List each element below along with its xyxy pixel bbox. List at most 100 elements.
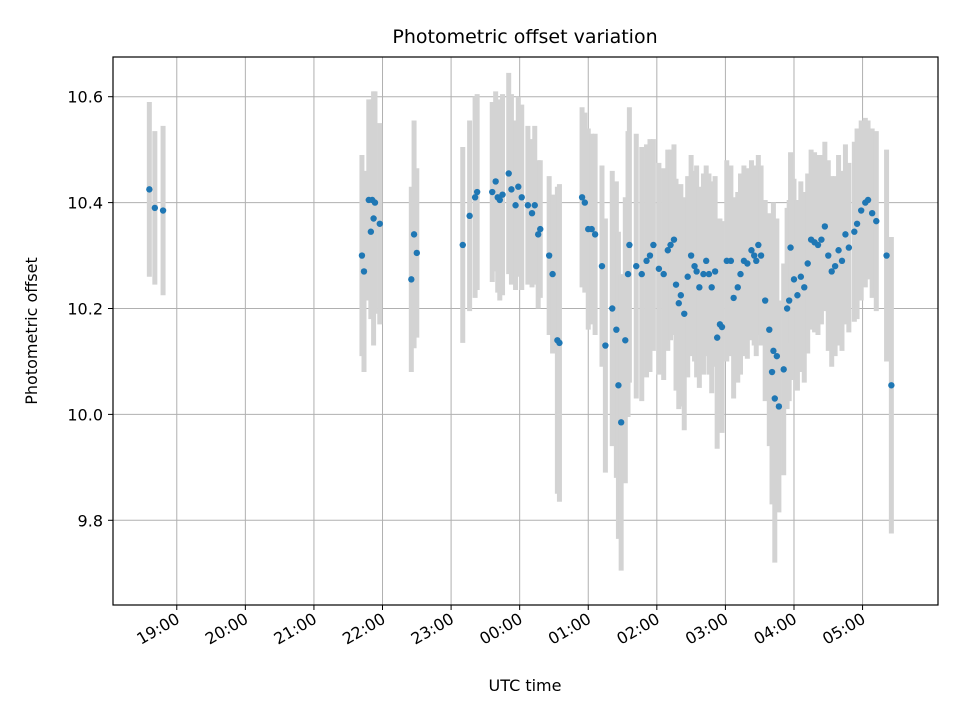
data-point (588, 225, 595, 233)
y-axis: 9.8 10.0 10.2 10.4 10.6 (67, 88, 113, 530)
data-point (818, 236, 825, 243)
data-point (838, 257, 846, 265)
data-point (609, 305, 616, 312)
data-point (556, 339, 563, 347)
data-point (650, 241, 657, 249)
data-point (775, 403, 783, 410)
data-point (459, 241, 466, 249)
data-point (515, 183, 522, 190)
plot-frame (112, 56, 939, 606)
data-point (842, 231, 849, 238)
data-point (737, 270, 744, 278)
x-axis-label: UTC time (489, 676, 562, 695)
data-point (734, 284, 741, 291)
y-tick-label: 10.4 (67, 194, 103, 213)
data-point (696, 284, 703, 291)
data-point (888, 382, 895, 389)
data-point (751, 252, 758, 259)
data-point (591, 231, 599, 238)
data-point (677, 292, 685, 299)
data-point (613, 326, 620, 333)
data-point (711, 268, 719, 275)
y-tick-label: 9.8 (78, 511, 103, 530)
data-point (691, 262, 698, 270)
data-point (713, 334, 721, 341)
data-point (667, 241, 674, 249)
data-point (693, 268, 700, 275)
data-point (646, 252, 654, 259)
chart-title: Photometric offset variation (392, 26, 657, 48)
data-point (868, 209, 876, 217)
data-point (371, 199, 379, 206)
data-point (705, 270, 713, 278)
data-point (549, 270, 556, 278)
data-point (780, 366, 787, 373)
data-point (512, 202, 519, 209)
data-point (615, 382, 622, 389)
data-point (159, 207, 167, 214)
data-point (718, 323, 726, 331)
data-point (492, 178, 499, 185)
y-tick-label: 10.2 (67, 299, 103, 318)
data-point (410, 231, 418, 238)
data-point (602, 342, 609, 349)
data-point (864, 196, 872, 204)
data-point (524, 202, 532, 209)
data-point (744, 260, 751, 267)
data-point (761, 297, 769, 304)
data-point (499, 191, 506, 198)
data-point (360, 268, 368, 275)
data-point (643, 257, 650, 265)
data-point (753, 257, 760, 265)
data-point (785, 297, 793, 304)
data-point (638, 270, 645, 278)
data-point (804, 260, 811, 267)
data-point (675, 300, 682, 307)
data-point (700, 270, 707, 278)
data-point (681, 310, 688, 317)
data-point (794, 292, 801, 299)
data-point (708, 284, 715, 291)
data-point (578, 194, 586, 201)
data-point (598, 262, 606, 270)
data-point (857, 207, 865, 214)
data-point (534, 231, 542, 238)
data-point (473, 188, 481, 196)
data-point (624, 270, 632, 278)
data-point (687, 252, 695, 259)
data-point (622, 337, 629, 344)
data-point (367, 228, 375, 235)
data-point (766, 326, 773, 333)
data-point (489, 188, 496, 196)
data-point (633, 262, 640, 270)
data-point (581, 199, 589, 206)
data-point (670, 236, 678, 243)
y-axis-label: Photometric offset (22, 257, 41, 405)
data-point (828, 268, 835, 275)
data-point (617, 419, 625, 426)
data-point (770, 347, 777, 355)
data-point (151, 204, 159, 212)
data-point (797, 273, 805, 280)
data-point (883, 252, 890, 259)
y-tick-label: 10.6 (67, 88, 103, 107)
data-point (814, 241, 822, 249)
data-point (496, 196, 503, 204)
data-point (831, 262, 839, 270)
data-point (684, 273, 691, 280)
data-point (358, 252, 366, 259)
data-point (660, 270, 667, 278)
data-point (703, 257, 710, 265)
data-point (730, 294, 737, 302)
data-point (531, 202, 538, 209)
y-tick-label: 10.0 (67, 405, 103, 424)
data-point (825, 252, 832, 259)
data-point (370, 215, 377, 222)
data-point (787, 244, 794, 251)
data-point (672, 281, 680, 288)
data-point (466, 212, 473, 220)
data-point (821, 223, 829, 230)
data-point (755, 241, 762, 249)
